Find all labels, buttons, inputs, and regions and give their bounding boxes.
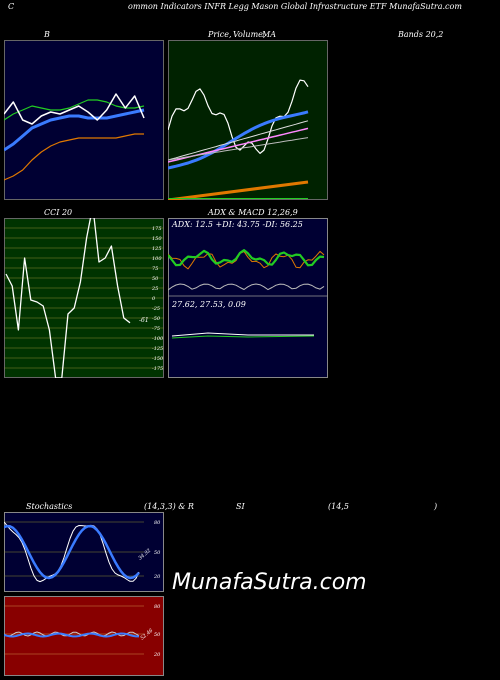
- rsi-tick-label: 80: [154, 604, 161, 610]
- cci-line: [5, 218, 131, 378]
- price-title: Price,: [208, 30, 232, 39]
- adx-line: [168, 283, 325, 291]
- stochastics-tick-label: 80: [154, 520, 161, 526]
- cci-value-label: -61: [139, 317, 149, 324]
- watermark: MunafaSutra.com: [172, 570, 367, 595]
- cci-tick-label: -150: [152, 356, 164, 362]
- bollinger-lower-line: [4, 133, 144, 181]
- bollinger-background: [4, 40, 164, 200]
- chart-header: ommon Indicators INFR Legg Mason Global …: [128, 2, 462, 11]
- macd-signal-line: [171, 335, 315, 339]
- cci-tick-label: -125: [152, 346, 163, 352]
- cci-tick-label: 100: [152, 256, 162, 262]
- cci-tick-label: -25: [152, 306, 160, 312]
- volume-ma-line: [168, 180, 309, 200]
- adx-macd-title: ADX & MACD 12,26,9: [208, 208, 298, 217]
- bollinger-panel: [4, 40, 164, 200]
- bollinger-price-line: [4, 93, 145, 125]
- rsi-params-close: ): [434, 502, 438, 511]
- ma-medium-line: [168, 120, 309, 161]
- cci-tick-label: 125: [152, 246, 162, 252]
- rsi-params: (14,5: [328, 502, 349, 511]
- adx-macd-panel: ADX: 12.5 +DI: 43.75 -DI: 56.25 27.62, 2…: [168, 218, 328, 378]
- stochastics-tick-label: 50: [154, 550, 161, 556]
- stochastics-k-line: [4, 521, 140, 583]
- volume-title: Volume,: [233, 30, 266, 39]
- cci-panel: 175 150 125 100 75 50 25 0 -25 -50 -75 -100 -125 -150…: [4, 218, 164, 378]
- rsi-title: SI: [236, 502, 245, 511]
- cci-chart: 175 150 125 100 75 50 25 0 -25 -50 -75 -100 -125 -150…: [4, 218, 164, 378]
- stoch-title: Stochastics: [26, 502, 73, 511]
- plus-di-line: [168, 248, 325, 267]
- bollinger-title-bands: Bands 20,2: [398, 30, 444, 39]
- stochastics-d-line: [4, 524, 140, 580]
- volume-bars: [168, 198, 308, 199]
- rsi-tick-label: 20: [153, 652, 161, 658]
- bollinger-middle-line: [4, 108, 145, 152]
- cci-tick-label: -50: [152, 316, 161, 322]
- stochastics-tick-label: 20: [153, 574, 161, 580]
- rsi-tick-label: 50: [154, 632, 161, 638]
- adx-macd-chart: [168, 218, 328, 378]
- adx-macd-background: [168, 218, 328, 378]
- cci-title: CCI 20: [44, 208, 73, 217]
- cci-tick-label: 150: [152, 236, 162, 242]
- price-ma-panel: [168, 40, 328, 200]
- cci-tick-label: 50: [152, 276, 159, 282]
- cci-tick-label: 25: [151, 286, 158, 292]
- cci-tick-label: -75: [152, 326, 160, 332]
- ma-short-line: [168, 110, 309, 170]
- macd-line: [171, 332, 314, 337]
- minus-di-line: [168, 250, 325, 270]
- ma-title: MA: [262, 30, 276, 39]
- cci-tick-label: 175: [152, 226, 162, 232]
- cci-tick-label: 75: [152, 266, 158, 272]
- header-c: C: [8, 2, 15, 11]
- adx-label: ADX: 12.5 +DI: 43.75 -DI: 56.25: [172, 220, 303, 229]
- stoch-params: (14,3,3) & R: [144, 502, 194, 511]
- cci-tick-label: -175: [152, 366, 163, 372]
- bollinger-title-b: B: [44, 30, 50, 39]
- bollinger-chart: [4, 40, 164, 200]
- rsi-panel: 80 50 20 52.46: [4, 596, 164, 676]
- bollinger-upper-line: [4, 99, 145, 121]
- price-ma-chart: [168, 40, 328, 200]
- ma-long-line: [168, 137, 309, 161]
- cci-tick-label: -100: [152, 336, 164, 342]
- stochastics-panel: 80 50 20 34.92: [4, 512, 164, 592]
- cci-tick-label: 0: [152, 296, 156, 302]
- macd-label: 27.62, 27.53, 0.09: [172, 300, 246, 309]
- rsi-average-line: [4, 632, 139, 638]
- price-ma-background: [168, 40, 328, 200]
